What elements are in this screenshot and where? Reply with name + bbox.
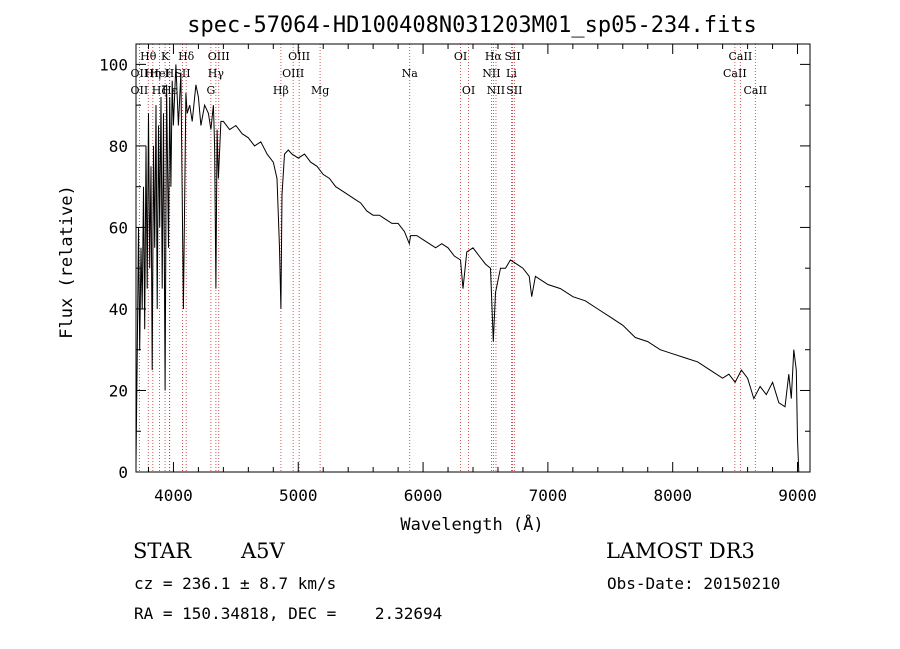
x-tick-label: 4000 xyxy=(154,486,193,505)
line-label-6: HeI xyxy=(149,67,169,80)
redshift-value: cz = 236.1 ± 8.7 km/s xyxy=(134,574,337,593)
x-tick-label: 8000 xyxy=(653,486,692,505)
y-tick-label: 40 xyxy=(109,300,128,319)
line-label-19: OI xyxy=(454,50,467,63)
line-label-10: SII xyxy=(174,67,190,80)
line-label-28: CaII xyxy=(723,67,747,80)
line-label-9: Hδ xyxy=(178,50,195,63)
line-label-29: CaII xyxy=(743,84,767,97)
line-label-16: Hβ xyxy=(273,84,289,97)
line-label-3: Hη xyxy=(145,67,161,80)
y-tick-label: 100 xyxy=(99,55,128,74)
line-label-15: OIII xyxy=(282,67,304,80)
line-label-22: NII xyxy=(482,67,500,80)
x-tick-label: 7000 xyxy=(529,486,568,505)
line-label-8: Hε xyxy=(162,84,178,97)
x-tick-label: 6000 xyxy=(404,486,443,505)
line-label-25: Li xyxy=(506,67,517,80)
survey-name: LAMOST DR3 xyxy=(606,539,755,563)
y-axis-label: Flux (relative) xyxy=(57,185,77,339)
x-axis-label: Wavelength (Å) xyxy=(400,513,543,535)
line-label-21: Hα xyxy=(485,50,503,63)
observation-date: Obs-Date: 20150210 xyxy=(607,574,781,593)
line-label-12: Hγ xyxy=(208,67,225,80)
line-label-26: SII xyxy=(506,84,522,97)
chart-title: spec-57064-HD100408N031203M01_sp05-234.f… xyxy=(187,13,757,38)
plot-frame xyxy=(135,43,811,473)
line-label-17: Mg xyxy=(311,84,329,97)
line-label-1: OII xyxy=(131,84,149,97)
x-axis-ticks: 4000 5000 6000 7000 8000 9000 xyxy=(147,44,817,505)
line-label-27: CaII xyxy=(729,50,753,63)
coordinates: RA = 150.34818, DEC = 2.32694 xyxy=(134,604,443,623)
y-tick-label: 0 xyxy=(118,463,128,482)
y-tick-label: 80 xyxy=(109,137,128,156)
object-type: STAR xyxy=(133,539,192,563)
emission-line-markers xyxy=(138,44,756,472)
x-tick-label: 5000 xyxy=(279,486,318,505)
spectral-class: A5V xyxy=(241,539,285,563)
line-label-4: Hζ xyxy=(152,84,168,97)
line-label-5: K xyxy=(161,50,170,63)
line-label-23: NII xyxy=(487,84,505,97)
x-tick-label: 9000 xyxy=(778,486,817,505)
line-label-24: SII xyxy=(504,50,520,63)
line-label-2: Hθ xyxy=(140,50,157,63)
line-label-11: OIII xyxy=(208,50,230,63)
line-label-7: H xyxy=(165,67,175,80)
y-axis-ticks: 0 20 40 60 80 100 xyxy=(99,55,810,482)
line-label-13: G xyxy=(206,84,215,97)
line-label-20: OI xyxy=(462,84,475,97)
line-label-0: OII xyxy=(131,67,149,80)
spectrum-line xyxy=(135,64,800,473)
y-tick-label: 20 xyxy=(109,381,128,400)
line-label-14: OIII xyxy=(288,50,310,63)
line-label-18: Na xyxy=(402,67,419,80)
y-tick-label: 60 xyxy=(109,218,128,237)
